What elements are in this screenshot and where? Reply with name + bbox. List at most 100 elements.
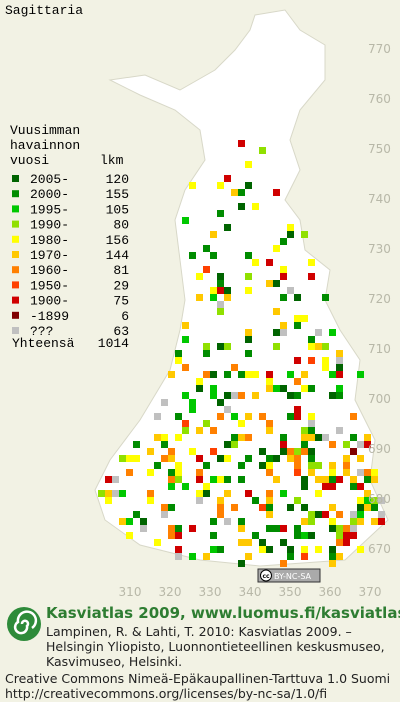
occurrence-dot [357, 518, 364, 525]
occurrence-dot [245, 371, 252, 378]
occurrence-dot [280, 539, 287, 546]
license-line: http://creativecommons.org/licenses/by-n… [5, 686, 327, 701]
occurrence-dot [322, 476, 329, 483]
occurrence-dot [224, 224, 231, 231]
occurrence-dot [357, 483, 364, 490]
occurrence-dot [189, 399, 196, 406]
occurrence-dot [322, 294, 329, 301]
legend-total-label: Yhteensä [12, 336, 75, 351]
occurrence-dot [308, 273, 315, 280]
occurrence-dot [343, 441, 350, 448]
legend-swatch [12, 251, 19, 258]
occurrence-dot [287, 371, 294, 378]
occurrence-dot [301, 371, 308, 378]
occurrence-dot [308, 448, 315, 455]
occurrence-dot [364, 469, 371, 476]
occurrence-dot [217, 455, 224, 462]
occurrence-dot [322, 343, 329, 350]
occurrence-dot [252, 259, 259, 266]
occurrence-dot [336, 476, 343, 483]
occurrence-dot [182, 217, 189, 224]
occurrence-dot [266, 490, 273, 497]
occurrence-dot [168, 525, 175, 532]
occurrence-dot [175, 462, 182, 469]
legend-swatch [12, 205, 19, 213]
occurrence-dot [203, 483, 210, 490]
occurrence-dot [287, 553, 294, 560]
occurrence-dot [266, 546, 273, 553]
occurrence-dot [259, 147, 266, 154]
occurrence-dot [357, 497, 364, 504]
occurrence-dot [357, 371, 364, 378]
occurrence-dot [336, 427, 343, 434]
occurrence-dot [315, 476, 322, 483]
legend-label: 1970- [30, 248, 69, 263]
y-grid-label: 760 [368, 92, 391, 106]
occurrence-dot [245, 336, 252, 343]
occurrence-dot [175, 357, 182, 364]
occurrence-dot [175, 434, 182, 441]
occurrence-dot [287, 448, 294, 455]
occurrence-dot [217, 476, 224, 483]
occurrence-dot [287, 546, 294, 553]
occurrence-dot [189, 448, 196, 455]
occurrence-dot [119, 490, 126, 497]
occurrence-dot [168, 532, 175, 539]
x-grid-label: 310 [119, 585, 142, 599]
occurrence-dot [357, 441, 364, 448]
occurrence-dot [224, 175, 231, 182]
occurrence-dot [329, 525, 336, 532]
legend: Vuusimman havainnon vuosi lkm Yhteensä 1… [10, 123, 129, 351]
occurrence-dot [189, 182, 196, 189]
occurrence-dot [308, 385, 315, 392]
occurrence-dot [273, 245, 280, 252]
occurrence-dot [203, 350, 210, 357]
x-grid-label: 350 [279, 585, 302, 599]
occurrence-dot [259, 413, 266, 420]
occurrence-dot [259, 462, 266, 469]
occurrence-dot [336, 357, 343, 364]
occurrence-dot [294, 413, 301, 420]
occurrence-dot [350, 448, 357, 455]
occurrence-dot [147, 490, 154, 497]
occurrence-dot [280, 490, 287, 497]
occurrence-dot [371, 518, 378, 525]
occurrence-dot [168, 476, 175, 483]
badge-box [257, 568, 321, 583]
occurrence-dot [126, 518, 133, 525]
occurrence-dot [203, 245, 210, 252]
footer-heading: Kasviatlas 2009, www.luomus.fi/kasviatla… [46, 604, 400, 622]
occurrence-dot [238, 462, 245, 469]
occurrence-dot [196, 469, 203, 476]
occurrence-dot [343, 539, 350, 546]
occurrence-dot [308, 357, 315, 364]
citation-line: Lampinen, R. & Lahti, T. 2010: Kasviatla… [46, 624, 352, 639]
occurrence-dot [224, 490, 231, 497]
occurrence-dot [224, 406, 231, 413]
occurrence-dot [182, 427, 189, 434]
occurrence-dot [112, 490, 119, 497]
occurrence-dot [105, 490, 112, 497]
occurrence-dot [266, 378, 273, 385]
y-grid-label: 680 [368, 492, 391, 506]
occurrence-dot [266, 385, 273, 392]
y-grid-label: 770 [368, 42, 391, 56]
occurrence-dot [266, 497, 273, 504]
occurrence-dot [301, 532, 308, 539]
occurrence-dot [301, 518, 308, 525]
occurrence-dot [182, 336, 189, 343]
occurrence-dot [357, 546, 364, 553]
license-line: Creative Commons Nimeä-Epäkaupallinen-Ta… [5, 671, 390, 686]
occurrence-dot [210, 427, 217, 434]
occurrence-dot [161, 441, 168, 448]
occurrence-dot [294, 497, 301, 504]
occurrence-dot [231, 392, 238, 399]
occurrence-dot [280, 385, 287, 392]
occurrence-dot [238, 203, 245, 210]
occurrence-dot [287, 392, 294, 399]
occurrence-dot [238, 434, 245, 441]
legend-swatch [12, 281, 19, 289]
occurrence-dot [168, 371, 175, 378]
occurrence-dot [140, 525, 147, 532]
